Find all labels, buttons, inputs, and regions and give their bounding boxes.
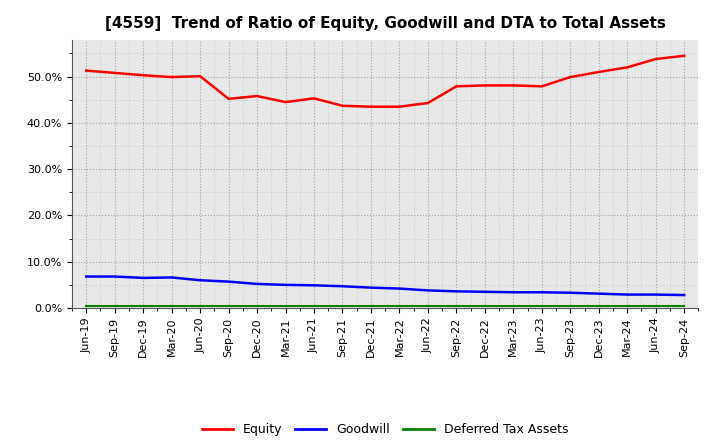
- Deferred Tax Assets: [225, 303, 233, 308]
- Goodwill: [652, 292, 660, 297]
- Deferred Tax Assets: [196, 303, 204, 308]
- Deferred Tax Assets: [537, 303, 546, 308]
- Goodwill: [82, 274, 91, 279]
- Equity: [139, 73, 148, 78]
- Deferred Tax Assets: [595, 303, 603, 308]
- Goodwill: [395, 286, 404, 291]
- Deferred Tax Assets: [310, 303, 318, 308]
- Equity: [338, 103, 347, 108]
- Deferred Tax Assets: [652, 303, 660, 308]
- Equity: [623, 65, 631, 70]
- Deferred Tax Assets: [509, 303, 518, 308]
- Goodwill: [537, 290, 546, 295]
- Goodwill: [366, 285, 375, 290]
- Deferred Tax Assets: [480, 303, 489, 308]
- Equity: [509, 83, 518, 88]
- Legend: Equity, Goodwill, Deferred Tax Assets: Equity, Goodwill, Deferred Tax Assets: [197, 418, 573, 440]
- Goodwill: [680, 293, 688, 298]
- Line: Equity: Equity: [86, 56, 684, 106]
- Deferred Tax Assets: [623, 303, 631, 308]
- Equity: [680, 53, 688, 59]
- Deferred Tax Assets: [452, 303, 461, 308]
- Goodwill: [623, 292, 631, 297]
- Deferred Tax Assets: [82, 303, 91, 308]
- Goodwill: [110, 274, 119, 279]
- Equity: [566, 74, 575, 80]
- Deferred Tax Assets: [338, 303, 347, 308]
- Deferred Tax Assets: [282, 303, 290, 308]
- Equity: [110, 70, 119, 76]
- Goodwill: [423, 288, 432, 293]
- Deferred Tax Assets: [167, 303, 176, 308]
- Equity: [537, 84, 546, 89]
- Deferred Tax Assets: [366, 303, 375, 308]
- Goodwill: [452, 289, 461, 294]
- Line: Goodwill: Goodwill: [86, 276, 684, 295]
- Equity: [310, 96, 318, 101]
- Equity: [82, 68, 91, 73]
- Equity: [423, 100, 432, 106]
- Goodwill: [338, 284, 347, 289]
- Equity: [253, 93, 261, 99]
- Equity: [225, 96, 233, 102]
- Equity: [282, 99, 290, 105]
- Goodwill: [253, 281, 261, 286]
- Goodwill: [167, 275, 176, 280]
- Goodwill: [196, 278, 204, 283]
- Deferred Tax Assets: [680, 303, 688, 308]
- Goodwill: [509, 290, 518, 295]
- Goodwill: [139, 275, 148, 281]
- Equity: [196, 73, 204, 79]
- Goodwill: [595, 291, 603, 296]
- Equity: [366, 104, 375, 109]
- Goodwill: [480, 289, 489, 294]
- Goodwill: [282, 282, 290, 287]
- Goodwill: [310, 282, 318, 288]
- Deferred Tax Assets: [395, 303, 404, 308]
- Title: [4559]  Trend of Ratio of Equity, Goodwill and DTA to Total Assets: [4559] Trend of Ratio of Equity, Goodwil…: [105, 16, 665, 32]
- Equity: [167, 74, 176, 80]
- Equity: [452, 84, 461, 89]
- Goodwill: [566, 290, 575, 295]
- Deferred Tax Assets: [566, 303, 575, 308]
- Deferred Tax Assets: [139, 303, 148, 308]
- Deferred Tax Assets: [110, 303, 119, 308]
- Equity: [652, 56, 660, 62]
- Equity: [595, 70, 603, 75]
- Deferred Tax Assets: [423, 303, 432, 308]
- Goodwill: [225, 279, 233, 284]
- Equity: [480, 83, 489, 88]
- Equity: [395, 104, 404, 109]
- Deferred Tax Assets: [253, 303, 261, 308]
